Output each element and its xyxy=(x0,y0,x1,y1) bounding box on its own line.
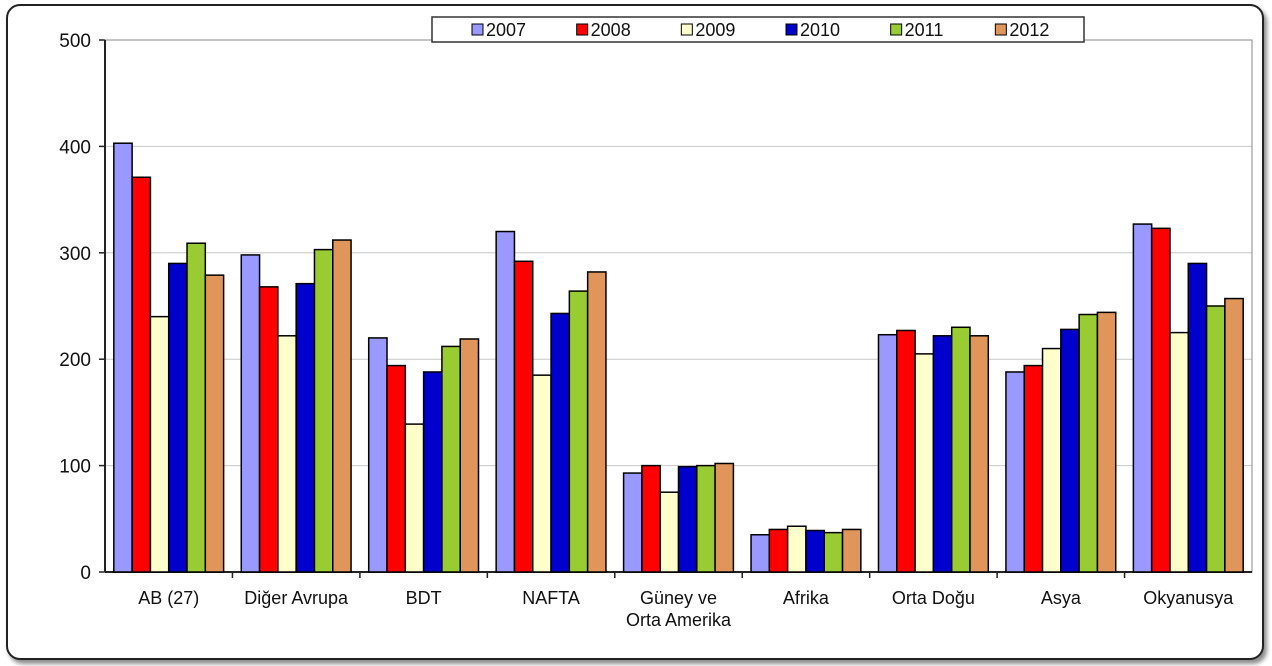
bar-2012 xyxy=(204,274,225,573)
bar-2010 xyxy=(422,371,443,573)
bar-2010 xyxy=(167,262,188,573)
bar-2012 xyxy=(714,462,735,573)
bar-2008 xyxy=(131,176,152,573)
legend-label-2009: 2009 xyxy=(695,20,735,40)
bar-2012 xyxy=(969,335,990,573)
bar-2011 xyxy=(186,242,207,573)
x-tick-label: Orta Doğu xyxy=(892,588,975,608)
y-tick-label: 0 xyxy=(80,563,91,584)
legend-swatch-2012 xyxy=(994,23,1007,36)
x-tick-label: Asya xyxy=(1041,588,1082,608)
bar-2010 xyxy=(550,312,571,573)
bar-2009 xyxy=(786,525,807,573)
bar-2012 xyxy=(1096,311,1117,573)
bar-2007 xyxy=(240,254,261,573)
bar-2011 xyxy=(950,326,971,573)
bar-2009 xyxy=(1169,331,1190,573)
bar-2009 xyxy=(914,353,935,573)
x-tick-label: BDT xyxy=(406,588,442,608)
bar-2010 xyxy=(677,465,698,573)
bar-2008 xyxy=(386,364,407,573)
legend-swatch-2009 xyxy=(680,23,693,36)
bar-2007 xyxy=(877,333,898,573)
legend-swatch-2011 xyxy=(890,23,903,36)
y-tick-label: 100 xyxy=(59,457,91,478)
bar-2011 xyxy=(1205,305,1226,573)
bar-2008 xyxy=(258,286,279,573)
bar-2009 xyxy=(149,315,170,573)
x-tick-label: Diğer Avrupa xyxy=(244,588,349,608)
bar-2011 xyxy=(441,345,461,573)
bar-2008 xyxy=(641,464,661,573)
y-tick-label: 500 xyxy=(59,31,91,52)
bar-2011 xyxy=(568,290,589,573)
bar-2007 xyxy=(367,337,388,573)
bar-2009 xyxy=(1041,347,1062,573)
bar-2008 xyxy=(1023,364,1044,573)
bar-2008 xyxy=(768,528,789,573)
bar-2010 xyxy=(1187,262,1208,573)
bar-2007 xyxy=(1132,223,1153,573)
bar-2008 xyxy=(896,329,916,573)
bar-2009 xyxy=(404,423,425,573)
bar-2012 xyxy=(332,239,352,573)
y-tick-label: 300 xyxy=(59,244,91,265)
bar-2012 xyxy=(586,271,607,573)
bar-2007 xyxy=(750,534,771,573)
x-tick-label: AB (27) xyxy=(138,588,199,608)
y-tick-label: 200 xyxy=(59,350,91,371)
bar-2007 xyxy=(113,142,133,573)
bar-2012 xyxy=(1224,297,1244,573)
legend-label-2007: 2007 xyxy=(486,20,526,40)
bar-2009 xyxy=(659,491,680,573)
bar-2010 xyxy=(295,282,316,573)
legend-swatch-2008 xyxy=(576,23,589,36)
bar-2009 xyxy=(532,374,552,573)
x-tick-label: NAFTA xyxy=(522,588,580,608)
bar-2010 xyxy=(932,335,953,573)
bar-2012 xyxy=(459,338,480,573)
legend-label-2010: 2010 xyxy=(800,20,840,40)
legend-label-2008: 2008 xyxy=(591,20,631,40)
bar-2012 xyxy=(841,528,862,573)
bar-2009 xyxy=(277,335,297,573)
bar-2007 xyxy=(1005,371,1025,573)
bar-2007 xyxy=(622,472,643,573)
legend-swatch-2010 xyxy=(785,23,798,36)
bar-2010 xyxy=(1060,328,1080,573)
x-tick-label: Güney ve Orta Amerika xyxy=(626,588,732,630)
bar-2010 xyxy=(805,529,825,573)
bar-2011 xyxy=(823,531,844,573)
legend-swatch-2007 xyxy=(471,23,484,36)
legend-box xyxy=(431,16,1085,43)
legend-label-2011: 2011 xyxy=(905,20,944,40)
x-tick-label: Afrika xyxy=(783,588,830,608)
legend-label-2012: 2012 xyxy=(1009,20,1049,40)
x-tick-label: Okyanusya xyxy=(1143,588,1234,608)
bar-2011 xyxy=(313,248,334,573)
bar-2008 xyxy=(1150,227,1171,573)
bar-2011 xyxy=(696,464,716,573)
bar-2008 xyxy=(513,260,534,573)
bar-2011 xyxy=(1078,313,1099,573)
bar-2007 xyxy=(495,230,516,573)
y-tick-label: 400 xyxy=(59,137,91,158)
